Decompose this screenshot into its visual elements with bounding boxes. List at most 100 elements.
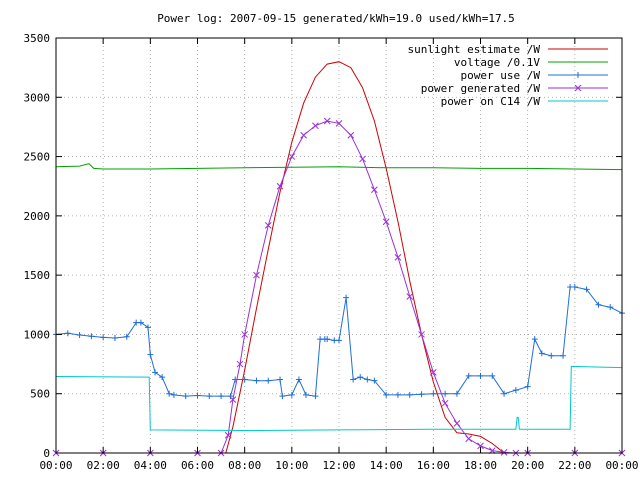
legend-marker [575,72,581,78]
data-point [206,393,213,400]
data-point [336,337,342,344]
data-point [300,131,307,139]
data-point [477,442,484,450]
data-point [465,435,473,443]
x-tick-label: 10:00 [275,459,308,472]
x-tick-label: 16:00 [417,459,450,472]
data-point [359,155,366,163]
series-area [52,61,626,457]
y-tick-label: 3000 [24,91,51,104]
data-point [512,387,519,394]
data-point [524,383,531,390]
data-point [144,324,151,331]
x-tick-label: 00:00 [605,459,638,472]
legend-label: sunlight estimate /W [408,43,541,56]
data-point [236,360,244,368]
data-point [111,334,118,341]
data-point [501,390,508,397]
data-point [441,399,449,407]
data-point [394,391,401,398]
data-point [489,372,496,379]
data-point [595,301,602,308]
data-point [477,372,484,379]
series-3 [53,284,625,400]
series-line [225,61,505,454]
data-point [418,391,425,398]
series-line [55,163,623,171]
data-point [241,331,249,338]
legend-item: sunlight estimate /W [408,43,608,56]
x-tick-label: 02:00 [87,459,120,472]
data-point [276,182,284,190]
y-tick-label: 0 [43,447,50,460]
data-point [538,350,545,357]
data-point [323,117,331,125]
data-point [465,372,472,379]
data-point [288,153,296,160]
data-point [583,286,590,293]
data-point [123,333,130,340]
data-point [279,393,286,400]
x-tick-label: 20:00 [511,459,544,472]
legend-marker [574,84,582,92]
data-point [241,376,248,383]
data-point [152,369,159,376]
data-point [382,218,390,226]
data-point [500,449,508,456]
x-tick-label: 04:00 [134,459,167,472]
data-point [343,294,350,301]
data-point [347,131,355,139]
data-point [312,122,319,130]
data-point [442,390,449,397]
x-tick-label: 22:00 [558,459,591,472]
data-point [371,186,378,194]
series-line [55,365,623,432]
series-2 [55,163,623,171]
data-point [288,391,295,398]
data-point [277,376,284,383]
data-point [224,431,232,439]
series-5 [55,365,623,432]
data-point [453,390,460,397]
data-point [571,284,578,290]
data-point [357,374,364,381]
data-point [265,377,272,384]
y-tick-label: 2500 [24,151,51,164]
data-point [295,376,302,383]
data-point [430,390,437,397]
legend-item: power use /W [461,69,608,82]
data-point [182,393,189,400]
y-tick-label: 1500 [24,269,51,282]
legend-item: power on C14 /W [441,95,608,108]
data-point [383,391,390,398]
data-point [312,393,319,400]
data-point [194,392,201,399]
data-point [560,352,567,359]
data-point [335,120,343,127]
data-point [147,351,154,358]
data-point [253,377,260,384]
data-point [548,352,555,359]
legend-item: power generated /W [421,82,608,95]
data-point [88,333,95,340]
x-tick-label: 18:00 [464,459,497,472]
data-point [531,336,538,343]
data-point [406,293,414,300]
x-tick-label: 08:00 [228,459,261,472]
data-point [371,377,378,384]
chart-title: Power log: 2007-09-15 generated/kWh=19.0… [157,12,515,25]
data-point [302,391,309,398]
x-tick-label: 12:00 [322,459,355,472]
legend-label: power on C14 /W [441,95,541,108]
data-point [170,391,177,398]
legend-item: voltage /0.1V [454,56,608,69]
plot-border [55,37,623,454]
data-point [324,336,331,343]
data-point [100,334,107,341]
data-point [418,331,425,338]
y-tick-label: 3500 [24,32,51,45]
data-point [350,376,357,383]
data-point [364,376,371,383]
y-tick-label: 1000 [24,328,51,341]
